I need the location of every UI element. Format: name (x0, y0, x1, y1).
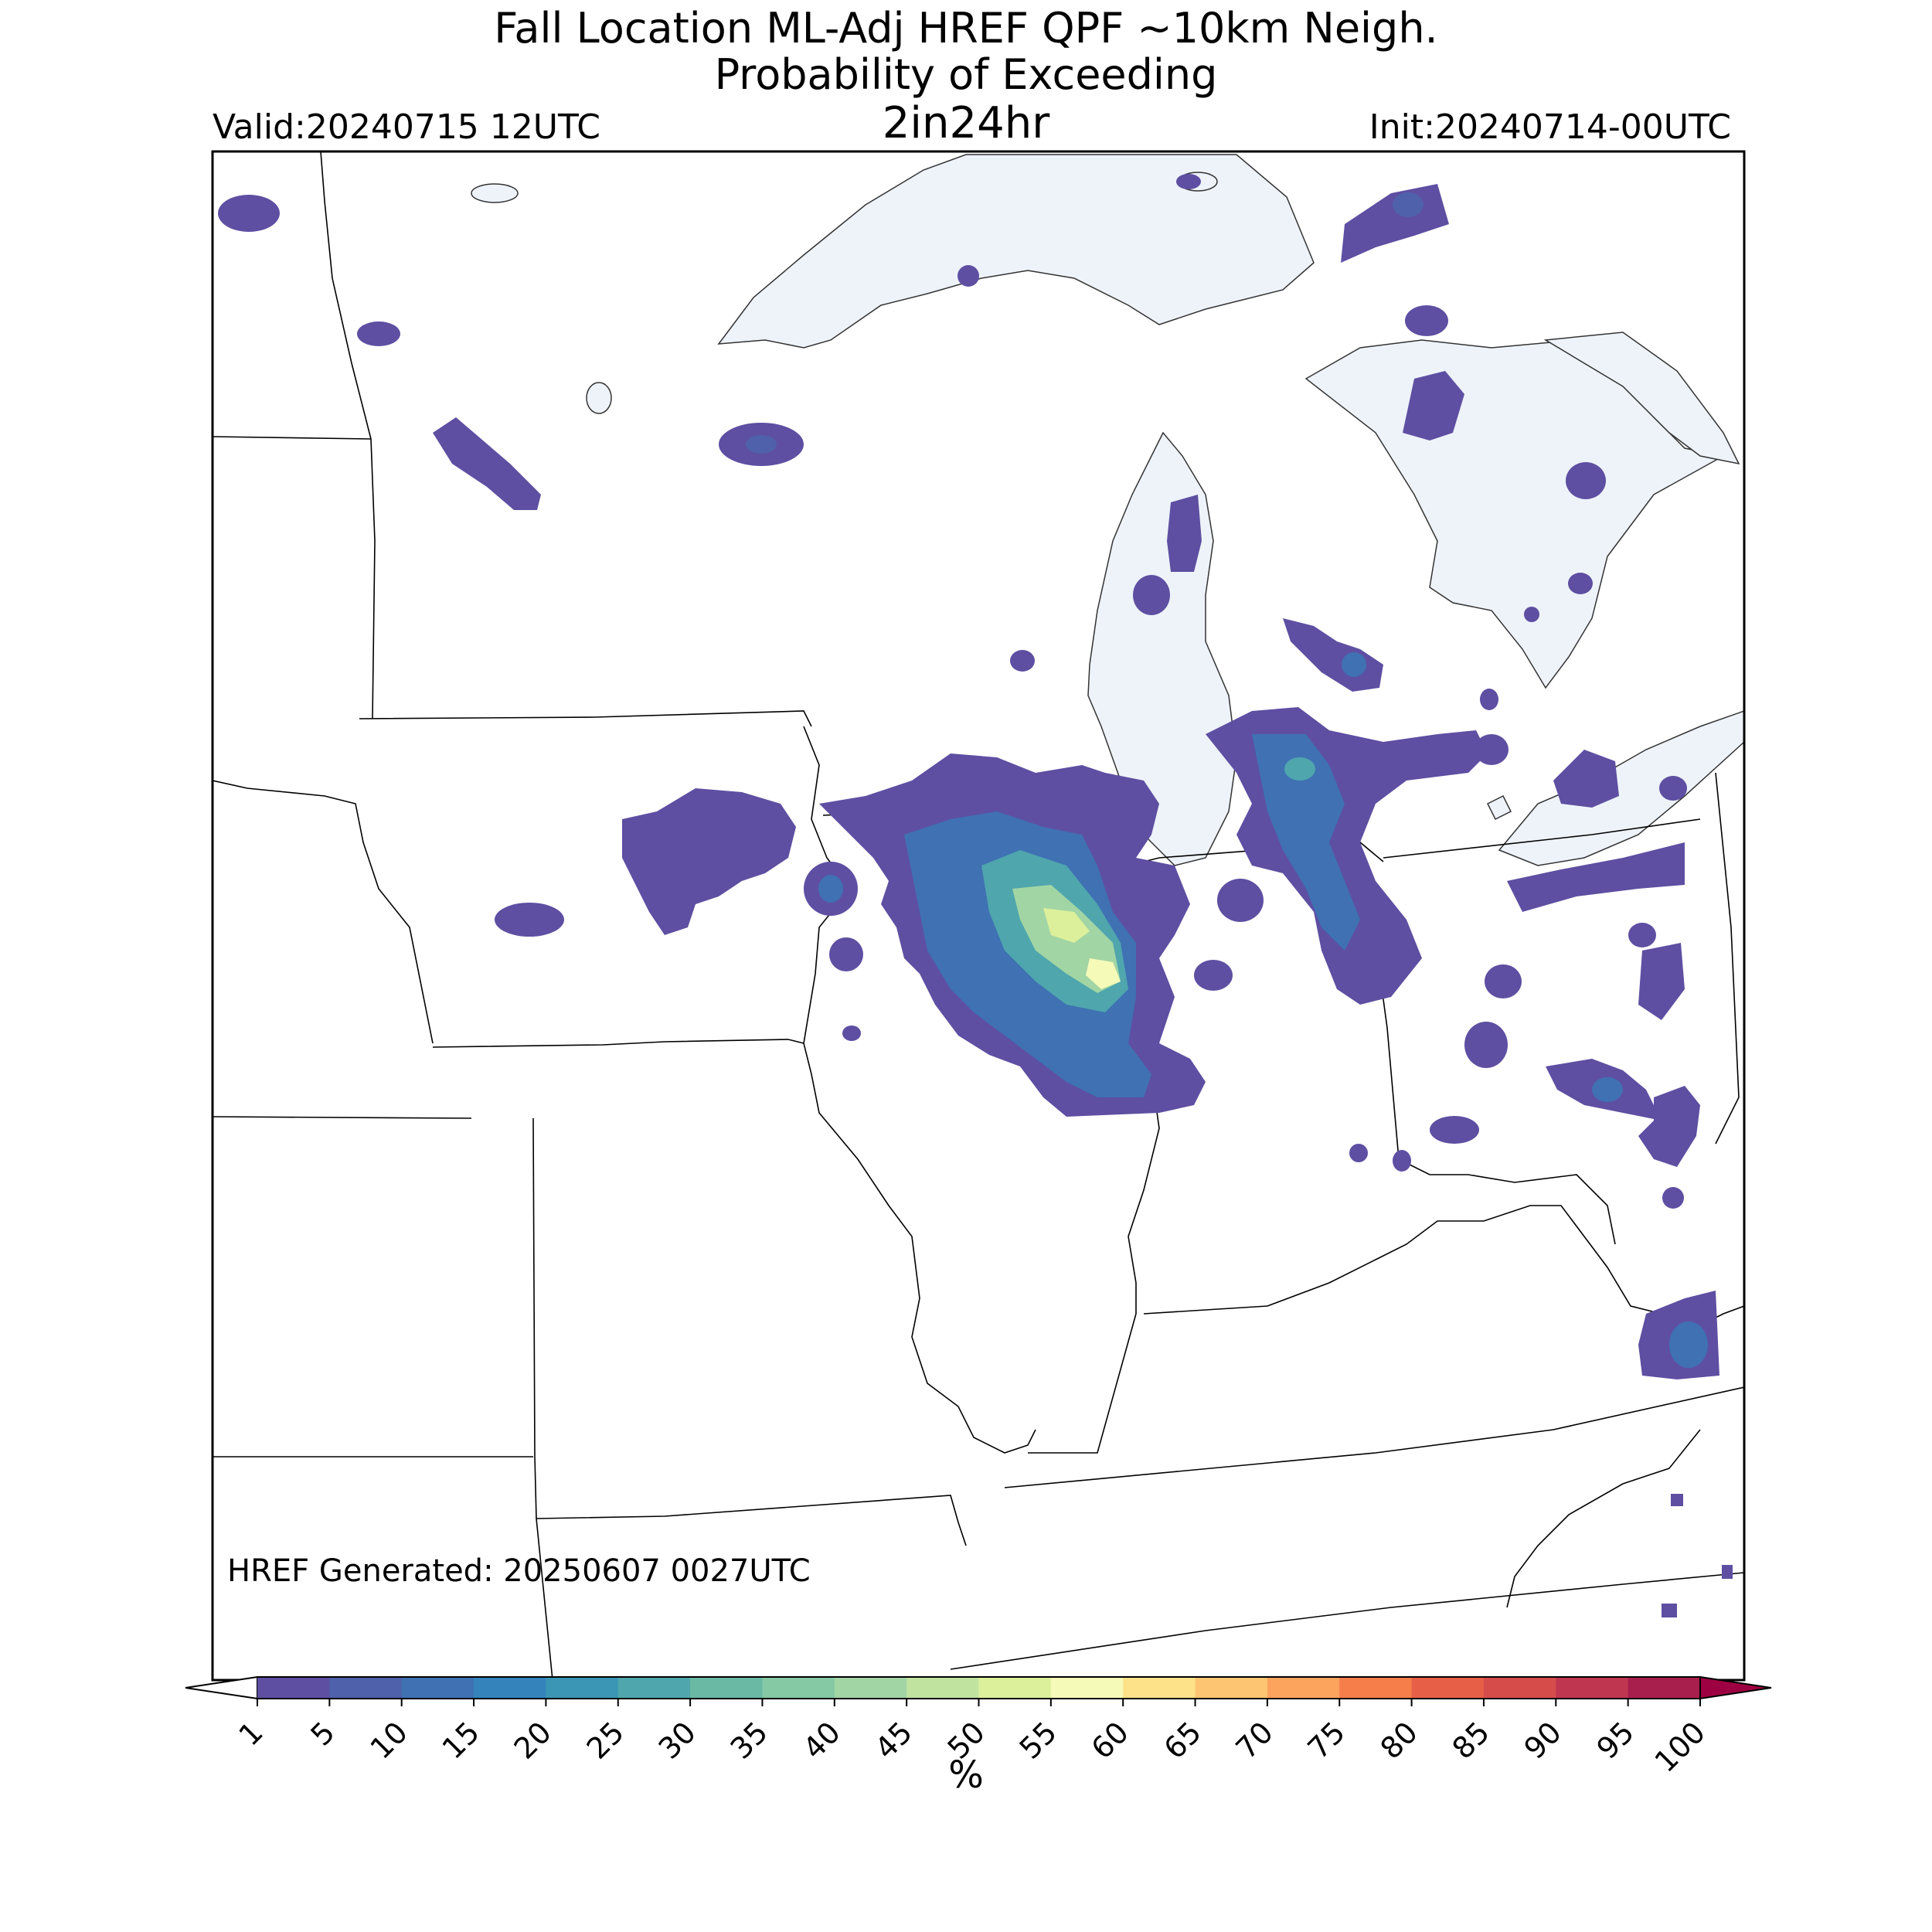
swath-ontario-w (357, 321, 400, 346)
swath-ohio (1507, 842, 1685, 912)
colorbar-segment (978, 1677, 1052, 1699)
swath-michigan-4 (1475, 734, 1509, 765)
colorbar-segment (546, 1677, 619, 1699)
swath-huron-3 (1524, 607, 1539, 622)
swath-wv-2 (1662, 1187, 1684, 1209)
swath-va-dot (1671, 1494, 1683, 1506)
chart-title-line-2: Probability of Exceeding (714, 50, 1218, 99)
colorbar-segment (906, 1677, 980, 1699)
colorbar-segment (834, 1677, 907, 1699)
swath-superior (1176, 174, 1201, 189)
swath-huron-2 (1568, 573, 1593, 594)
swath-ohio-3-core (1592, 1077, 1623, 1102)
swath-kentucky-3 (1393, 1150, 1411, 1172)
colorbar-segment (1556, 1677, 1629, 1699)
colorbar-segment (617, 1677, 691, 1699)
swath-michigan-3 (1194, 960, 1233, 991)
swath-michigan-peak (1284, 757, 1315, 781)
swath-michigan-w (1167, 495, 1202, 572)
swath-iowa-4 (829, 937, 863, 971)
colorbar-segment (1411, 1677, 1485, 1699)
threshold-title: 2in24hr (882, 98, 1050, 148)
swath-ontario-n-core (1393, 192, 1423, 217)
colorbar-segment (329, 1677, 403, 1699)
colorbar-segment (1483, 1677, 1556, 1699)
generated-timestamp: HREF Generated: 20250607 0027UTC (227, 1553, 811, 1589)
swath-ontario (1553, 750, 1619, 808)
colorbar-segment (1339, 1677, 1413, 1699)
swath-michigan-core (1252, 734, 1360, 951)
swath-minnesota (433, 417, 541, 510)
colorbar-segment (257, 1677, 330, 1699)
swath-indiana-2 (1464, 1022, 1508, 1068)
colorbar-segment (1267, 1677, 1340, 1699)
swath-manitoba (218, 195, 280, 232)
swath-indiana (1485, 964, 1522, 998)
swath-michigan-w2 (1133, 575, 1170, 615)
swath-huron (1566, 462, 1606, 499)
lake-superior (717, 154, 1315, 349)
swath-wisconsin (1010, 650, 1035, 672)
lake-small-1 (586, 382, 612, 414)
colorbar-over-extend (1699, 1675, 1772, 1700)
swath-iowa (622, 788, 796, 935)
swath-michigan-c (1283, 618, 1383, 692)
init-time-label: Init:20240714-00UTC (1369, 107, 1731, 147)
probability-swaths (218, 174, 1733, 1617)
swath-iowa-5 (842, 1026, 861, 1041)
lake-nipigon (471, 183, 519, 203)
lake-st-clair (1486, 794, 1512, 821)
swath-michigan-c-core (1342, 652, 1366, 677)
colorbar-segment (1123, 1677, 1196, 1699)
swath-iowa-3 (495, 903, 564, 937)
colorbar-segment (401, 1677, 474, 1699)
swath-nc-dot (1722, 1565, 1733, 1579)
swath-penn (1638, 943, 1685, 1020)
swath-wv (1638, 1086, 1700, 1167)
colorbar-segment (474, 1677, 546, 1699)
swath-main-max-2 (1086, 958, 1121, 989)
swath-minnesota-2-core (746, 435, 777, 454)
colorbar-segment (1628, 1677, 1701, 1699)
swath-ontario-n (1341, 184, 1449, 263)
swath-ohio-2 (1628, 923, 1656, 947)
chart-title-line-1: Fall Location ML-Adj HREF QPF ~10km Neig… (494, 4, 1438, 53)
swath-michigan-e (1480, 689, 1498, 710)
state-borders (213, 151, 1744, 1680)
swath-iowa-2-core (818, 875, 843, 903)
swath-kentucky (1430, 1116, 1479, 1144)
colorbar-segment (762, 1677, 835, 1699)
swath-ontario-2 (1659, 776, 1687, 801)
colorbar-segment (1195, 1677, 1268, 1699)
swath-kentucky-2 (1349, 1144, 1368, 1162)
colorbar-segment (1050, 1677, 1124, 1699)
swath-main-max (1043, 908, 1090, 943)
georgian-bay (1543, 332, 1740, 465)
valid-time-label: Valid:20240715 12UTC (213, 107, 601, 147)
swath-nc-dot-2 (1662, 1604, 1677, 1617)
colorbar (185, 1675, 1772, 1706)
swath-michigan (1206, 707, 1488, 1005)
swath-virginia-core (1669, 1321, 1708, 1368)
lake-erie (1498, 710, 1744, 866)
swath-up (957, 265, 979, 287)
swath-michigan-2 (1217, 879, 1264, 922)
swath-ontario-e (1405, 305, 1448, 336)
colorbar-unit-label: % (948, 1753, 984, 1797)
swath-michigan-n (1403, 371, 1464, 440)
colorbar-segment (690, 1677, 764, 1699)
great-lakes (471, 154, 1744, 866)
